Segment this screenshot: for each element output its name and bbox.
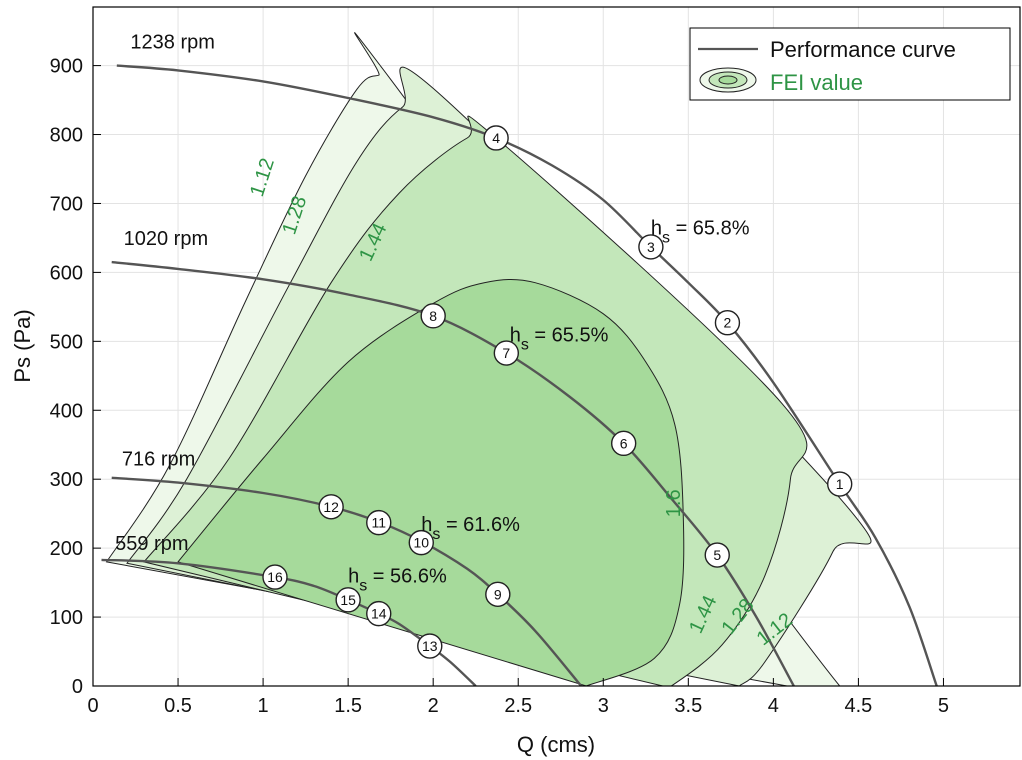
operating-point-1: 1 <box>827 471 853 497</box>
operating-point-label: 11 <box>371 515 386 531</box>
operating-point-label: 13 <box>422 638 438 654</box>
operating-point-label: 4 <box>492 130 500 146</box>
efficiency-annotation: hs = 65.5% <box>510 324 609 353</box>
operating-point-label: 15 <box>340 592 356 608</box>
operating-point-10: 10 <box>408 529 434 556</box>
operating-point-14: 14 <box>366 600 392 627</box>
y-tick-label: 700 <box>50 193 83 215</box>
y-tick-label: 800 <box>50 125 83 147</box>
operating-point-marker <box>318 494 344 520</box>
operating-point-marker <box>827 471 853 497</box>
y-tick-label: 600 <box>50 262 83 284</box>
operating-point-4: 4 <box>483 125 509 151</box>
operating-point-marker <box>417 633 443 659</box>
legend-curve-label: Performance curve <box>770 37 956 62</box>
operating-point-3: 3 <box>638 234 664 260</box>
operating-point-marker <box>420 303 446 329</box>
operating-point-7: 7 <box>493 340 520 366</box>
y-tick-label: 500 <box>50 331 83 353</box>
operating-point-label: 14 <box>371 606 387 622</box>
y-tick-label: 400 <box>50 400 83 422</box>
operating-point-marker <box>366 509 392 536</box>
operating-point-marker <box>704 542 730 568</box>
y-tick-label: 200 <box>50 538 83 560</box>
curve-label: 1238 rpm <box>130 31 215 53</box>
y-tick-label: 100 <box>50 607 83 629</box>
operating-point-marker <box>366 600 392 627</box>
y-tick-label: 900 <box>50 56 83 78</box>
operating-point-6: 6 <box>610 430 637 457</box>
operating-point-label: 12 <box>323 499 339 515</box>
operating-point-5: 5 <box>704 542 730 568</box>
operating-point-label: 8 <box>429 308 437 324</box>
y-axis-label: Ps (Pa) <box>10 309 35 382</box>
efficiency-annotation: hs = 61.6% <box>421 514 520 543</box>
operating-point-label: 6 <box>620 435 628 451</box>
operating-point-15: 15 <box>335 587 361 613</box>
operating-point-label: 7 <box>502 345 510 361</box>
fei-contour-labels: 1.121.121.281.281.441.441.6 <box>246 156 797 651</box>
performance-curve-716-rpm <box>111 476 583 686</box>
operating-point-marker <box>485 581 511 608</box>
operating-point-13: 13 <box>417 633 443 659</box>
y-tick-label: 0 <box>72 676 83 698</box>
operating-point-label: 2 <box>724 315 732 331</box>
fei-contours <box>105 32 880 686</box>
x-tick-label: 4 <box>768 695 779 717</box>
operating-point-8: 8 <box>420 303 446 329</box>
operating-point-marker <box>483 125 509 151</box>
legend: Performance curve FEI value <box>689 27 1011 101</box>
x-tick-label: 2 <box>428 695 439 717</box>
legend-fei-swatch <box>699 67 757 93</box>
performance-curve-1238-rpm <box>116 64 938 686</box>
efficiency-annotations: hs = 65.8% hs = 65.5% hs = 61.6% hs = 56.6% <box>348 217 750 594</box>
operating-point-16: 16 <box>262 564 288 590</box>
operating-point-marker <box>335 587 361 613</box>
operating-point-marker <box>493 340 520 366</box>
curve-label: 559 rpm <box>115 533 188 555</box>
y-tick-label: 300 <box>50 469 83 491</box>
operating-point-11: 11 <box>366 509 392 536</box>
operating-point-marker <box>262 564 288 590</box>
x-tick-label: 0 <box>87 695 98 717</box>
operating-point-marker <box>610 430 637 457</box>
x-tick-label: 1.5 <box>334 695 362 717</box>
curve-label: 1020 rpm <box>124 228 209 250</box>
operating-point-2: 2 <box>714 310 741 336</box>
plot-frame <box>92 6 1021 687</box>
operating-point-12: 12 <box>318 494 344 520</box>
efficiency-annotation: hs = 56.6% <box>348 566 447 595</box>
curve-labels: 1238 rpm 1020 rpm 716 rpm 559 rpm <box>115 31 215 555</box>
x-axis-label: Q (cms) <box>517 732 595 757</box>
axes: 0 0.5 1 1.5 2 2.5 3 3.5 4 4.5 5 0 100 200 300 400 500 600… <box>50 56 949 717</box>
x-tick-label: 3 <box>598 695 609 717</box>
operating-point-label: 9 <box>494 586 502 602</box>
x-tick-label: 3.5 <box>674 695 702 717</box>
x-tick-label: 4.5 <box>845 695 873 717</box>
x-tick-label: 2.5 <box>504 695 532 717</box>
efficiency-annotation: hs = 65.8% <box>651 217 750 246</box>
operating-point-9: 9 <box>485 581 511 608</box>
x-tick-label: 5 <box>938 695 949 717</box>
x-tick-label: 1 <box>258 695 269 717</box>
operating-point-marker <box>408 529 434 556</box>
operating-point-label: 10 <box>413 535 429 551</box>
operating-point-marker <box>714 310 741 336</box>
operating-point-label: 5 <box>713 547 721 563</box>
legend-fei-label: FEI value <box>770 70 863 95</box>
fei-contour-label: 1.6 <box>663 489 685 517</box>
x-tick-label: 0.5 <box>164 695 192 717</box>
operating-point-label: 16 <box>267 569 283 585</box>
operating-point-marker <box>638 234 664 260</box>
operating-point-label: 3 <box>647 239 655 255</box>
operating-point-label: 1 <box>836 476 844 492</box>
curve-label: 716 rpm <box>122 448 195 470</box>
